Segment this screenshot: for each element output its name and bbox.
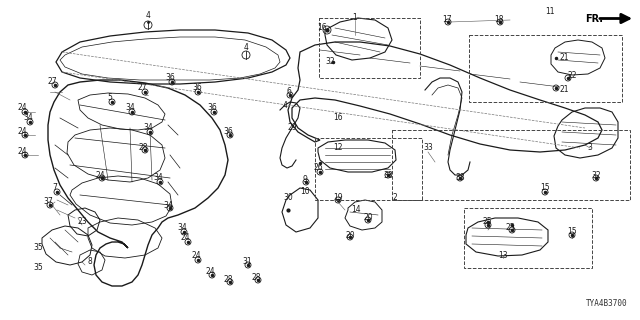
Text: 33: 33 (423, 143, 433, 153)
Bar (315, 138, 422, 200)
Text: 11: 11 (545, 7, 555, 17)
Text: 34: 34 (125, 103, 135, 113)
Text: 12: 12 (333, 143, 343, 153)
Text: 25: 25 (482, 218, 492, 227)
Text: 18: 18 (494, 15, 504, 25)
Text: 2: 2 (392, 194, 397, 203)
Text: 36: 36 (192, 84, 202, 92)
Text: 24: 24 (180, 234, 190, 243)
Text: 10: 10 (300, 188, 310, 196)
Text: 15: 15 (540, 183, 550, 193)
Bar (392, 130, 630, 200)
Text: 34: 34 (177, 223, 187, 233)
Text: 1: 1 (353, 13, 357, 22)
Text: 27: 27 (47, 77, 57, 86)
Text: 32: 32 (591, 171, 601, 180)
Text: 24: 24 (17, 127, 27, 137)
Text: 24: 24 (205, 268, 215, 276)
Text: 14: 14 (351, 205, 361, 214)
Text: 29: 29 (287, 124, 297, 132)
Text: 8: 8 (88, 258, 92, 267)
Text: 15: 15 (567, 228, 577, 236)
Text: 35: 35 (33, 244, 43, 252)
Text: 24: 24 (17, 103, 27, 113)
Bar (464, 208, 592, 268)
Text: 19: 19 (333, 194, 343, 203)
Text: 27: 27 (137, 84, 147, 92)
Text: 31: 31 (242, 258, 252, 267)
Text: TYA4B3700: TYA4B3700 (586, 299, 628, 308)
Text: 36: 36 (207, 103, 217, 113)
Text: 9: 9 (303, 175, 307, 185)
Text: 32: 32 (325, 58, 335, 67)
Text: 38: 38 (383, 171, 393, 180)
Text: 22: 22 (567, 70, 577, 79)
Text: 37: 37 (43, 197, 53, 206)
Text: 21: 21 (559, 53, 569, 62)
Text: 3: 3 (588, 143, 593, 153)
Text: 24: 24 (191, 252, 201, 260)
Text: 7: 7 (52, 183, 58, 193)
Text: 20: 20 (345, 230, 355, 239)
Text: 34: 34 (143, 124, 153, 132)
Text: 24: 24 (17, 148, 27, 156)
Text: 20: 20 (363, 213, 373, 222)
Text: 28: 28 (138, 143, 148, 153)
Text: FR.: FR. (585, 13, 603, 23)
Bar (319, 18, 420, 78)
Text: 34: 34 (153, 173, 163, 182)
Text: 28: 28 (252, 274, 260, 283)
Text: 30: 30 (283, 194, 293, 203)
Text: 4: 4 (145, 11, 150, 20)
Text: 17: 17 (442, 15, 452, 25)
Text: 4: 4 (244, 44, 248, 52)
Text: 35: 35 (33, 263, 43, 273)
Text: 38: 38 (455, 173, 465, 182)
Text: 36: 36 (165, 74, 175, 83)
Text: 28: 28 (223, 276, 233, 284)
Text: 5: 5 (108, 93, 113, 102)
Text: 6: 6 (287, 87, 291, 97)
Text: 36: 36 (223, 127, 233, 137)
Text: 16: 16 (333, 114, 343, 123)
Text: 21: 21 (559, 85, 569, 94)
Text: 24: 24 (95, 171, 105, 180)
Text: 16: 16 (317, 23, 327, 33)
Text: 34: 34 (23, 114, 33, 123)
Text: 34: 34 (163, 201, 173, 210)
Text: 26: 26 (313, 164, 323, 172)
Text: 13: 13 (498, 251, 508, 260)
Text: 23: 23 (77, 218, 87, 227)
Bar (469, 35, 622, 102)
Text: 4: 4 (283, 100, 287, 109)
Text: 25: 25 (505, 223, 515, 233)
